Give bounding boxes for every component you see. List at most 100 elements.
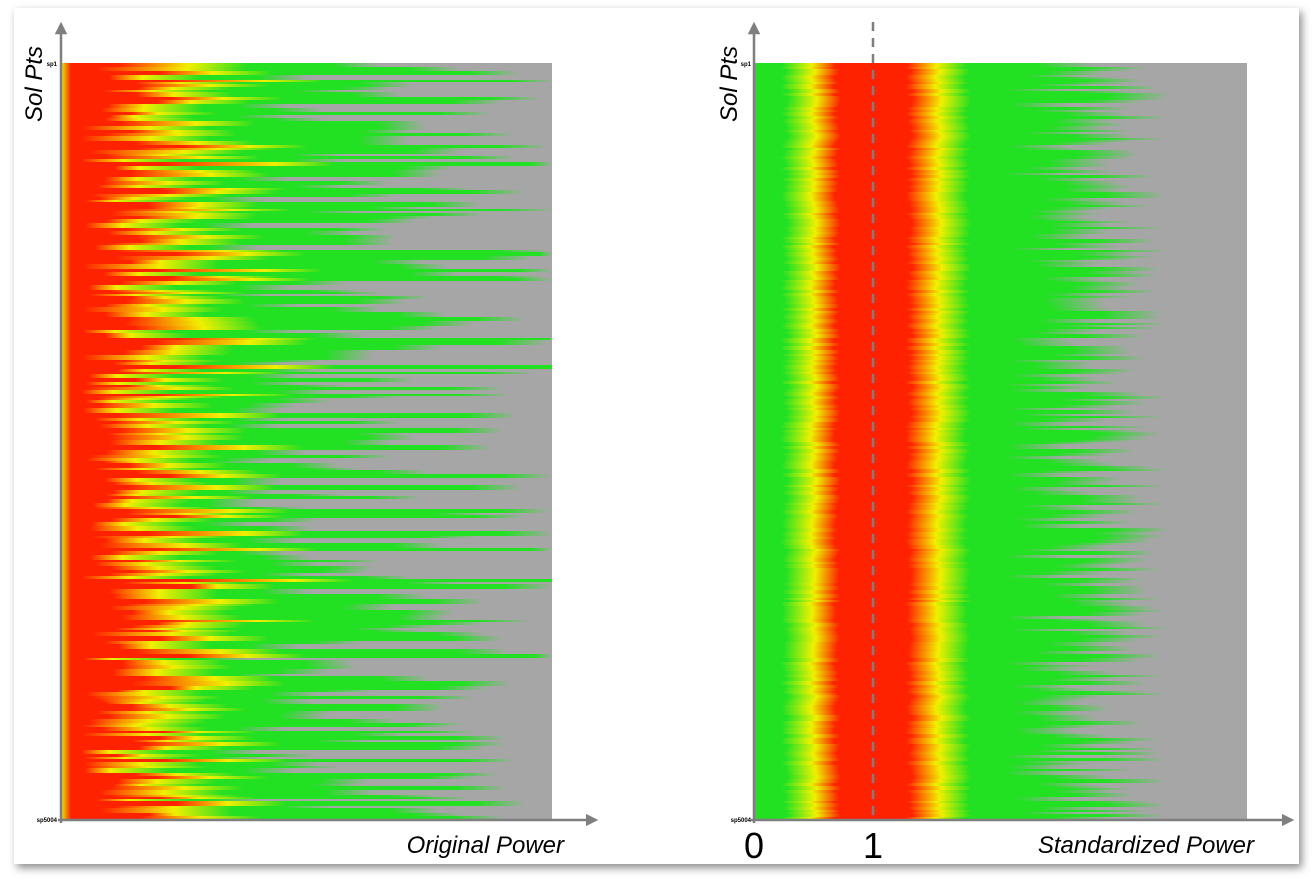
left-heatmap-row — [61, 330, 552, 333]
left-heatmap-row — [61, 692, 552, 696]
right-heatmap-row — [754, 237, 1247, 239]
right-heatmap-row — [754, 507, 1247, 510]
right-heatmap-row — [754, 707, 1247, 711]
left-heatmap-row — [61, 154, 552, 156]
left-heatmap-row — [61, 294, 552, 296]
left-heatmap-row — [61, 235, 552, 239]
left-heatmap-row — [61, 507, 552, 509]
left-heatmap-row — [61, 725, 552, 727]
right-heatmap-row — [754, 260, 1247, 262]
left-heatmap-row — [61, 67, 552, 71]
left-heatmap-row — [61, 801, 552, 806]
left-heatmap-row — [61, 681, 552, 686]
right-heatmap-row — [754, 746, 1247, 748]
left-heatmap-row — [61, 742, 552, 746]
right-heatmap-row — [754, 418, 1247, 422]
left-heatmap-row — [61, 104, 552, 108]
left-heatmap-row — [61, 260, 552, 264]
right-heatmap-row — [754, 341, 1247, 343]
right-heatmap-row — [754, 763, 1247, 765]
left-heatmap-row — [61, 711, 552, 714]
left-heatmap-row — [61, 228, 552, 231]
right-heatmap-row — [754, 725, 1247, 728]
right-heatmap-row — [754, 456, 1247, 459]
left-heatmap-row — [61, 762, 552, 766]
right-heatmap-row — [754, 651, 1247, 654]
left-heatmap-row — [61, 136, 552, 141]
left-heatmap-row — [61, 736, 552, 740]
right-heatmap-row — [754, 389, 1247, 392]
left-heatmap-row — [61, 173, 552, 177]
right-heatmap-row — [754, 396, 1247, 399]
right-heatmap-row — [754, 296, 1247, 298]
right-heatmap-row — [754, 430, 1247, 432]
left-heatmap-row — [61, 686, 552, 690]
left-heatmap-row — [61, 704, 552, 708]
right-heatmap-row — [754, 163, 1247, 167]
right-heatmap-row — [754, 698, 1247, 701]
left-heatmap-row — [61, 118, 552, 121]
right-heatmap-row — [754, 334, 1247, 338]
left-heatmap-row — [61, 133, 552, 136]
right-heatmap-row — [754, 258, 1247, 260]
right-heatmap-row — [754, 461, 1247, 463]
right-heatmap-row — [754, 612, 1247, 616]
left-heatmap-row — [61, 80, 552, 82]
left-heatmap-row — [61, 636, 552, 641]
right-heatmap-row — [754, 578, 1247, 580]
right-heatmap-row — [754, 410, 1247, 414]
right-heatmap-row — [754, 638, 1247, 642]
right-heatmap-row — [754, 717, 1247, 721]
right-heatmap-row — [754, 107, 1247, 110]
left-heatmap-row — [61, 307, 552, 312]
right-heatmap-row — [754, 262, 1247, 264]
right-heatmap-row — [754, 499, 1247, 503]
left-heatmap-row — [61, 531, 552, 536]
right-heatmap-row — [754, 221, 1247, 223]
right-heatmap-row — [754, 82, 1247, 84]
right-heatmap-row — [754, 786, 1247, 788]
left-heatmap-row — [61, 784, 552, 786]
right-heatmap-row — [754, 215, 1247, 219]
right-heatmap-row — [754, 86, 1247, 89]
right-heatmap-row — [754, 481, 1247, 485]
left-heatmap-row — [61, 690, 552, 692]
left-heatmap-row — [61, 239, 552, 243]
left-heatmap-row — [61, 292, 552, 294]
left-heatmap-row — [61, 538, 552, 543]
right-heatmap-row — [754, 491, 1247, 495]
left-heatmap-row — [61, 312, 552, 317]
left-heatmap-row — [61, 126, 552, 130]
left-panel: Sol Pts sp1 sp5004 Original Power — [21, 21, 599, 859]
left-heatmap-row — [61, 699, 552, 702]
right-heatmap-row — [754, 290, 1247, 293]
left-heatmap-row — [61, 71, 552, 75]
right-heatmap-row — [754, 319, 1247, 323]
left-heatmap-row — [61, 181, 552, 185]
left-heatmap-row — [61, 272, 552, 276]
left-heatmap-row — [61, 790, 552, 795]
left-heatmap-row — [61, 665, 552, 669]
right-heatmap-row — [754, 399, 1247, 401]
left-heatmap-row — [61, 551, 552, 555]
right-heatmap-row — [754, 665, 1247, 667]
left-heatmap-row — [61, 654, 552, 658]
left-heatmap-row — [61, 632, 552, 636]
right-heatmap-row — [754, 558, 1247, 562]
left-heatmap-row — [61, 278, 552, 281]
right-heatmap-row — [754, 134, 1247, 138]
right-heatmap-row — [754, 788, 1247, 790]
right-heatmap-row — [754, 537, 1247, 539]
left-heatmap-row — [61, 170, 552, 173]
right-heatmap-row — [754, 365, 1247, 369]
right-heatmap-row — [754, 744, 1247, 746]
right-xtick-0: 0 — [744, 825, 764, 866]
left-heatmap-row — [61, 202, 552, 207]
right-heatmap-row — [754, 812, 1247, 814]
left-heatmap-row — [61, 808, 552, 813]
left-heatmap-row — [61, 470, 552, 474]
right-heatmap-row — [754, 642, 1247, 646]
right-heatmap-row — [754, 232, 1247, 234]
left-heatmap-row — [61, 474, 552, 478]
right-heatmap-row — [754, 505, 1247, 507]
